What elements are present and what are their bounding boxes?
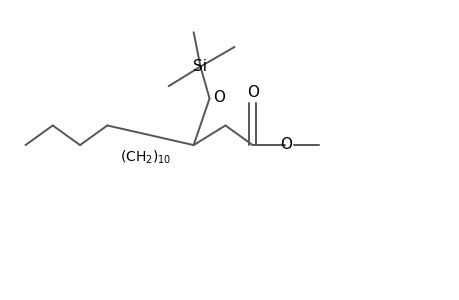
Text: O: O bbox=[213, 90, 225, 105]
Text: Si: Si bbox=[193, 59, 207, 74]
Text: (CH$_2$)$_{10}$: (CH$_2$)$_{10}$ bbox=[120, 149, 171, 166]
Text: O: O bbox=[279, 136, 291, 152]
Text: O: O bbox=[246, 85, 258, 100]
